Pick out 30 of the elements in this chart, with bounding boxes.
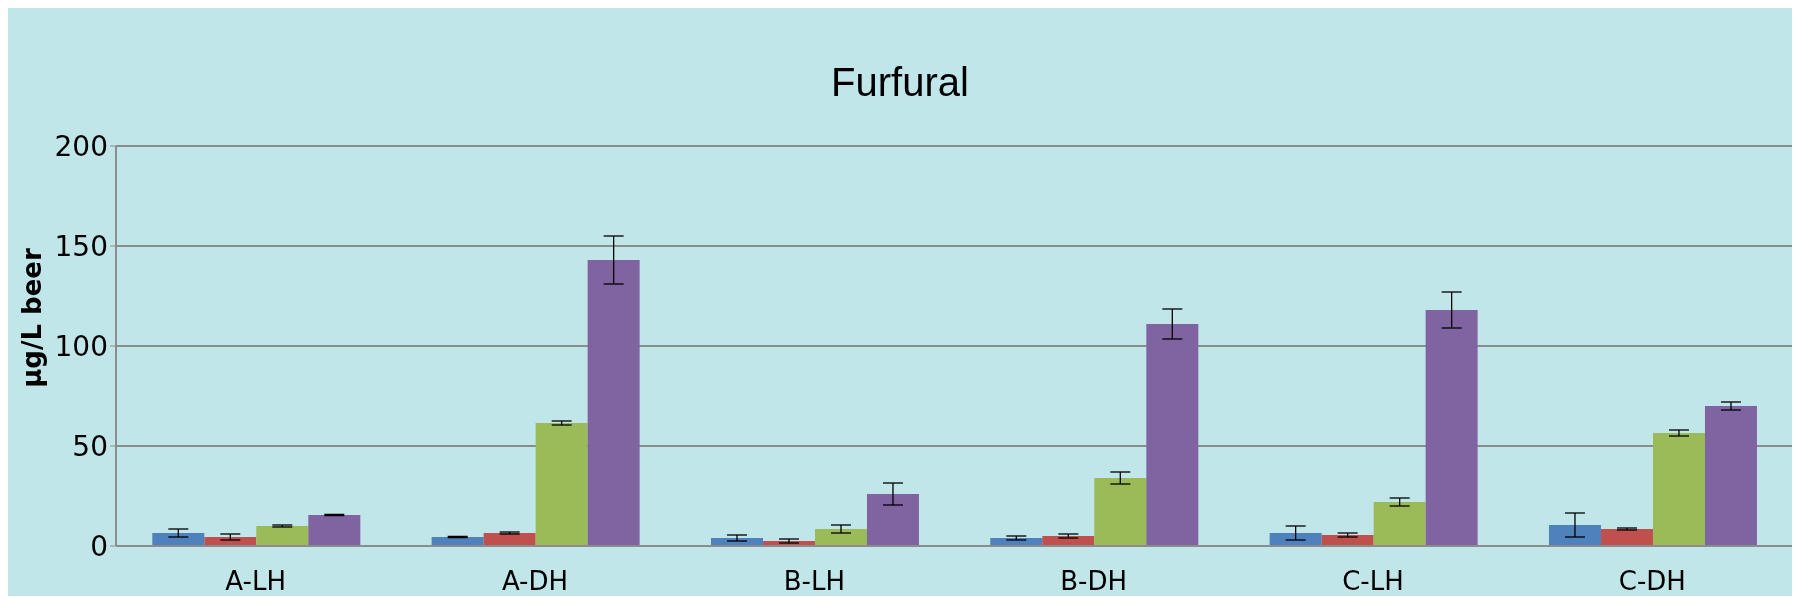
y-tick-label: 0 xyxy=(90,529,108,563)
bar xyxy=(866,494,919,546)
bar xyxy=(1373,502,1426,546)
bar xyxy=(1146,324,1199,546)
bar xyxy=(814,529,867,546)
bar xyxy=(152,533,205,546)
y-tick-label: 100 xyxy=(54,329,108,363)
bar xyxy=(1425,310,1478,546)
y-tick-label: 150 xyxy=(54,229,108,263)
chart-title: Furfural xyxy=(830,60,970,105)
bar xyxy=(256,526,309,546)
y-axis-title: µg/L beer xyxy=(17,248,47,388)
x-tick-label: C-DH xyxy=(1618,566,1686,597)
bar xyxy=(1094,478,1147,546)
bar xyxy=(308,515,361,546)
bar xyxy=(1600,529,1653,546)
x-tick-label: B-DH xyxy=(1060,566,1128,597)
x-tick-label: B-LH xyxy=(783,566,845,597)
bar xyxy=(1269,533,1322,546)
y-tick-label: 50 xyxy=(72,429,108,463)
bar xyxy=(1548,525,1601,546)
bar xyxy=(1652,433,1705,546)
bar xyxy=(587,260,640,546)
x-tick-label: A-LH xyxy=(225,566,286,597)
bar xyxy=(483,533,536,546)
x-tick-label: C-LH xyxy=(1342,566,1404,597)
x-tick-label: A-DH xyxy=(501,566,569,597)
bar xyxy=(1704,406,1757,546)
y-tick-label: 200 xyxy=(54,129,108,163)
bar xyxy=(535,423,588,546)
